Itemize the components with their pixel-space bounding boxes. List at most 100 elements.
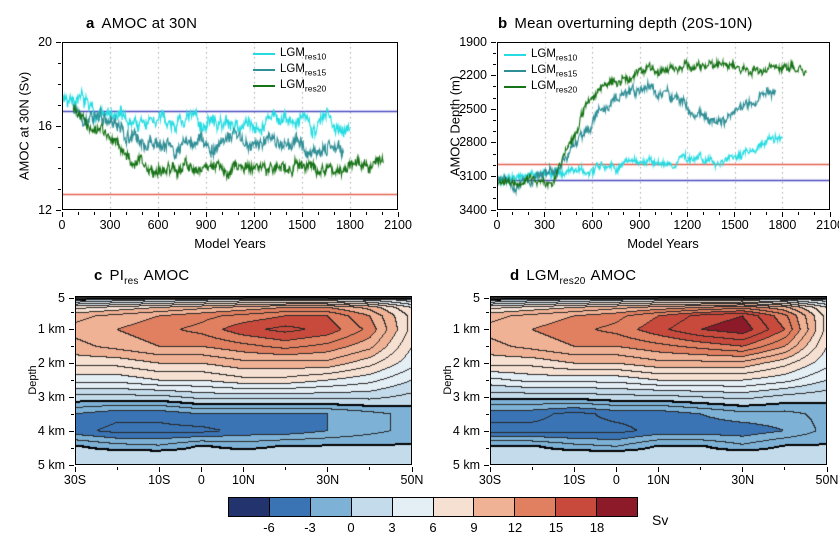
tick-mark: [544, 211, 546, 217]
tick-mark: [670, 211, 672, 215]
panel-b-legend: LGMres10 LGMres15 LGMres20: [504, 47, 577, 95]
tick-mark: [57, 104, 61, 106]
legend-label-base: LGM: [280, 78, 305, 91]
legend-label: LGMres15: [280, 63, 326, 77]
panel-a-xlabel: Model Years: [194, 236, 266, 251]
panel-a-plot-canvas: [62, 42, 398, 210]
tick-mark: [74, 466, 76, 472]
tick-mark: [702, 211, 704, 215]
legend-label-sub: res15: [304, 67, 327, 78]
lat-tick-label: 10S: [148, 473, 171, 487]
tick-mark: [492, 119, 496, 121]
colorbar-tick-label: 3: [388, 520, 396, 535]
legend-item: LGMres10: [504, 47, 577, 63]
panel-a-legend: LGMres10 LGMres15 LGMres20: [253, 46, 326, 94]
legend-line-swatch: [253, 69, 275, 71]
tick-mark: [826, 466, 828, 472]
legend-label-sub: res20: [304, 83, 327, 94]
tick-mark: [615, 466, 617, 472]
tick-mark: [109, 211, 111, 217]
panel-d-letter: d: [510, 267, 520, 284]
tick-mark: [655, 211, 657, 215]
legend-label: LGMres10: [280, 47, 326, 61]
tick-mark: [55, 41, 61, 43]
tick-mark: [93, 211, 95, 215]
tick-mark: [658, 466, 659, 472]
legend-label: LGMres10: [531, 48, 577, 62]
panel-c-letter: c: [94, 267, 103, 284]
x-tick-label: 2100: [384, 218, 412, 232]
tick-mark: [734, 211, 736, 217]
tick-mark: [269, 211, 271, 215]
tick-mark: [70, 447, 74, 449]
panel-d-title-rest: AMOC: [590, 267, 637, 284]
tick-mark: [575, 211, 577, 215]
tick-mark: [573, 466, 575, 472]
tick-mark: [57, 83, 61, 85]
tick-mark: [57, 146, 61, 148]
tick-mark: [686, 211, 688, 217]
tick-mark: [68, 396, 74, 398]
tick-mark: [485, 413, 489, 415]
tick-mark: [141, 211, 143, 215]
tick-mark: [68, 363, 74, 365]
tick-mark: [492, 198, 496, 200]
colorbar-segment: [597, 498, 638, 516]
tick-mark: [784, 466, 786, 470]
colorbar-segment: [474, 498, 516, 516]
tick-mark: [57, 62, 61, 64]
depth-tick-label: 5: [473, 291, 480, 306]
tick-mark: [490, 41, 496, 43]
tick-mark: [490, 75, 496, 77]
colorbar-tick-label: -6: [263, 520, 275, 535]
panel-a-title: a AMOC at 30N: [86, 15, 197, 32]
lat-tick-label: 10N: [647, 473, 670, 487]
tick-mark: [116, 466, 118, 470]
y-tick-label: 2800: [459, 135, 487, 150]
depth-tick-label: 3 km: [37, 389, 65, 404]
tick-mark: [797, 211, 799, 215]
tick-mark: [70, 312, 74, 314]
panel-a-letter: a: [86, 15, 95, 32]
tick-mark: [490, 108, 496, 110]
lat-tick-label: 30N: [731, 473, 755, 487]
depth-tick-label: 1 km: [37, 322, 65, 337]
tick-mark: [70, 346, 74, 348]
tick-mark: [559, 211, 561, 215]
depth-tick-label: 5 km: [452, 457, 480, 472]
x-tick-label: 1200: [673, 218, 702, 232]
tick-mark: [490, 209, 496, 211]
legend-line-swatch: [504, 70, 526, 72]
tick-mark: [492, 97, 496, 99]
panel-b-letter: b: [498, 15, 508, 32]
legend-label: LGMres20: [531, 80, 577, 94]
legend-label-sub: res20: [555, 84, 578, 95]
lat-tick-label: 0: [197, 473, 205, 487]
x-tick-label: 600: [147, 218, 169, 232]
tick-mark: [68, 464, 74, 466]
legend-label-sub: res10: [304, 51, 327, 62]
legend-line-swatch: [504, 86, 526, 88]
depth-tick-label: 3 km: [452, 389, 480, 404]
tick-mark: [492, 153, 496, 155]
colorbar-tick-label: 0: [347, 520, 355, 535]
tick-mark: [253, 211, 255, 217]
panel-b-xlabel: Model Years: [627, 236, 699, 251]
depth-tick-label: 2 km: [452, 356, 480, 371]
x-tick-label: 1800: [336, 218, 364, 232]
legend-item: LGMres20: [504, 79, 577, 95]
x-tick-label: 300: [99, 218, 121, 232]
legend-line-swatch: [504, 54, 526, 56]
tick-mark: [157, 211, 159, 217]
tick-mark: [365, 211, 367, 215]
lat-tick-label: 10S: [563, 473, 586, 487]
panel-b-plot-canvas: [497, 42, 830, 210]
tick-mark: [528, 211, 530, 215]
lat-tick-label: 10N: [232, 473, 255, 487]
lat-tick-label: 50N: [400, 473, 424, 487]
legend-label-sub: res10: [555, 52, 578, 63]
legend-item: LGMres15: [504, 63, 577, 79]
tick-mark: [489, 466, 491, 472]
legend-label-base: LGM: [531, 79, 556, 92]
tick-mark: [485, 380, 489, 381]
